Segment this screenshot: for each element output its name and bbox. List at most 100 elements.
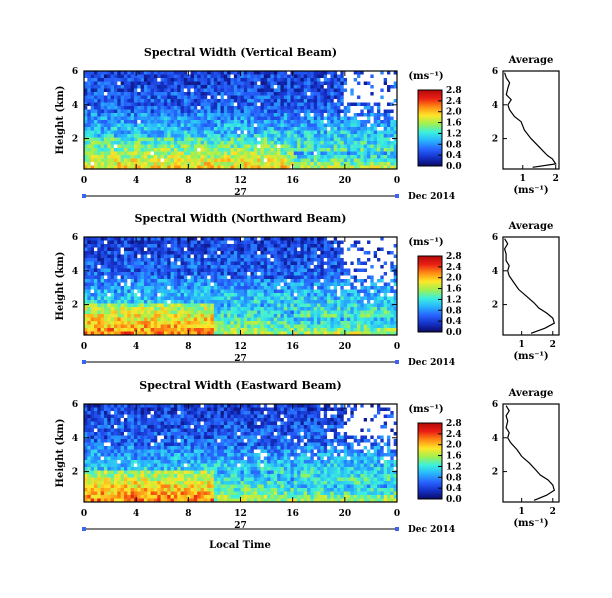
heatmap-cell	[223, 120, 228, 124]
heatmap-cell	[387, 265, 391, 269]
heatmap-cell	[347, 99, 351, 103]
heatmap-cell	[260, 314, 265, 318]
heatmap-cell	[107, 286, 112, 290]
heatmap-cell	[210, 310, 215, 315]
heatmap-cell	[153, 275, 158, 280]
heatmap-cell	[117, 237, 122, 241]
heatmap-cell	[257, 293, 261, 297]
heatmap-cell	[97, 310, 102, 315]
heatmap-cell	[340, 300, 345, 304]
heatmap-cell	[273, 300, 278, 304]
heatmap-cell	[140, 279, 145, 283]
heatmap-cell	[90, 282, 95, 287]
heatmap-cell	[383, 116, 388, 121]
heatmap-cell	[287, 113, 291, 117]
heatmap-cell	[363, 237, 368, 241]
heatmap-cell	[137, 247, 142, 252]
heatmap-cell	[333, 106, 338, 110]
heatmap-cell	[183, 130, 188, 135]
heatmap-cell	[250, 240, 255, 245]
heatmap-cell	[297, 127, 301, 131]
heatmap-cell	[260, 265, 265, 269]
heatmap-cell	[173, 134, 178, 138]
heatmap-cell	[373, 155, 378, 159]
heatmap-cell	[230, 109, 235, 114]
heatmap-cell	[187, 85, 191, 89]
heatmap-cell	[107, 127, 112, 131]
heatmap-cell	[90, 85, 95, 89]
heatmap-cell	[320, 120, 325, 124]
heatmap-cell	[157, 286, 161, 290]
heatmap-cell	[110, 244, 115, 248]
heatmap-cell	[87, 130, 92, 135]
heatmap-cell	[323, 113, 328, 117]
y-tick-label: 4	[72, 101, 78, 111]
heatmap-cell	[247, 123, 251, 128]
heatmap-cell	[223, 71, 228, 75]
heatmap-cell	[237, 307, 241, 311]
heatmap-cell	[370, 78, 375, 82]
heatmap-cell	[227, 130, 231, 135]
heatmap-cell	[380, 127, 385, 131]
heatmap-cell	[173, 310, 178, 315]
heatmap-cell	[217, 123, 221, 128]
heatmap-cell	[107, 113, 112, 117]
heatmap-cell	[290, 137, 295, 142]
heatmap-cell	[377, 240, 381, 245]
heatmap-cell	[220, 130, 225, 135]
heatmap-cell	[277, 244, 281, 248]
heatmap-cell	[153, 293, 158, 297]
heatmap-cell	[127, 123, 132, 128]
heatmap-cell	[100, 321, 105, 325]
heatmap-cell	[250, 127, 255, 131]
heatmap-cell	[230, 113, 235, 117]
heatmap-cell	[360, 314, 365, 318]
heatmap-cell	[393, 71, 398, 75]
heatmap-cell	[117, 78, 122, 82]
heatmap-cell	[173, 261, 178, 266]
heatmap-cell	[240, 81, 245, 86]
heatmap-cell	[390, 317, 395, 322]
heatmap-cell	[293, 88, 298, 93]
heatmap-cell	[103, 282, 108, 287]
heatmap-cell	[130, 247, 135, 252]
heatmap-cell	[347, 165, 351, 170]
heatmap-cell	[310, 303, 315, 308]
heatmap-cell	[210, 307, 215, 311]
heatmap-cell	[363, 116, 368, 121]
heatmap-cell	[297, 268, 301, 273]
heatmap-cell	[370, 275, 375, 280]
heatmap-cell	[327, 109, 331, 114]
heatmap-cell	[240, 99, 245, 103]
heatmap-cell	[310, 310, 315, 315]
heatmap-cell	[317, 310, 321, 315]
heatmap-cell	[310, 165, 315, 170]
heatmap-cell	[233, 137, 238, 142]
heatmap-cell	[187, 102, 191, 107]
heatmap-cell	[130, 307, 135, 311]
heatmap-cell	[130, 120, 135, 124]
heatmap-cell	[143, 307, 148, 311]
heatmap-cell	[133, 120, 138, 124]
heatmap-cell	[220, 296, 225, 301]
heatmap-cell	[393, 116, 398, 121]
heatmap-cell	[243, 162, 248, 166]
heatmap-cell	[113, 130, 118, 135]
heatmap-cell	[190, 137, 195, 142]
heatmap-cell	[390, 155, 395, 159]
heatmap-cell	[233, 296, 238, 301]
heatmap-cell	[237, 109, 241, 114]
heatmap-cell	[307, 279, 311, 283]
heatmap-cell	[220, 155, 225, 159]
heatmap-cell	[183, 300, 188, 304]
heatmap-cell	[123, 158, 128, 163]
heatmap-cell	[307, 317, 311, 322]
heatmap-cell	[180, 251, 185, 255]
heatmap-cell	[367, 258, 371, 262]
heatmap-cell	[227, 282, 231, 287]
heatmap-cell	[343, 275, 348, 280]
heatmap-cell	[337, 247, 341, 252]
heatmap-cell	[140, 120, 145, 124]
heatmap-cell	[170, 158, 175, 163]
heatmap-cell	[173, 78, 178, 82]
